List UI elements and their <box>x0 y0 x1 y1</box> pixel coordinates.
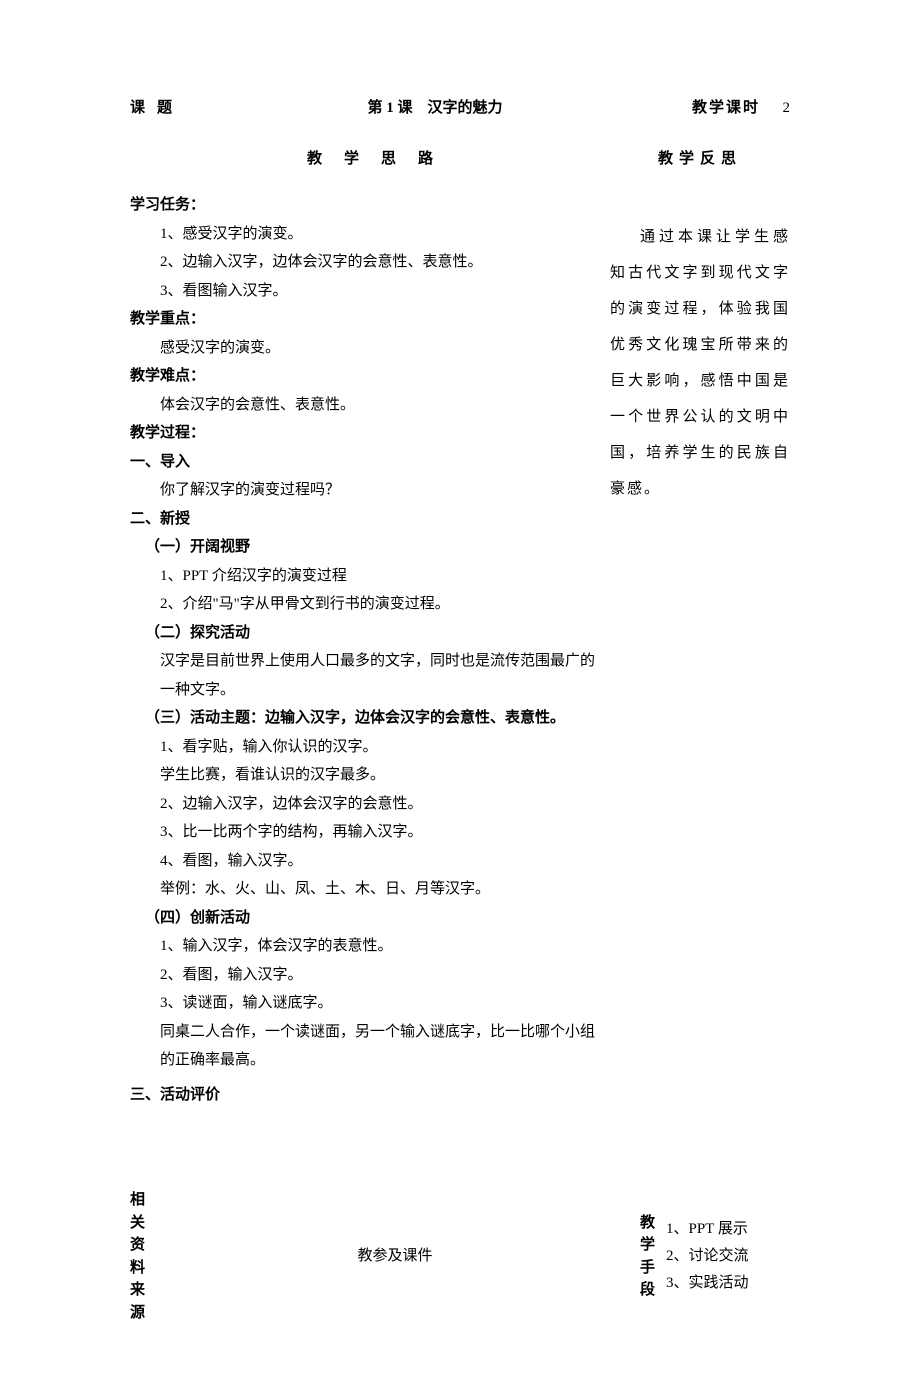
task-item: 1、感受汉字的演变。 <box>130 220 600 249</box>
tasks-heading: 学习任务： <box>130 191 600 220</box>
section-1-title: 一、导入 <box>130 448 600 477</box>
sub1-title: （一）开阔视野 <box>130 533 600 562</box>
sub4-line: 同桌二人合作，一个读谜面，另一个输入谜底字，比一比哪个小组的正确率最高。 <box>130 1018 600 1075</box>
sub3-line: 4、看图，输入汉字。 <box>130 847 600 876</box>
thinking-heading: 教学思路 <box>130 145 610 174</box>
header-row: 课题 第 1 课 汉字的魅力 教学课时 2 <box>130 90 790 127</box>
section-headings: 教学思路 教学反思 <box>130 145 790 174</box>
focus-text: 感受汉字的演变。 <box>130 334 600 363</box>
sub1-item: 2、介绍"马"字从甲骨文到行书的演变过程。 <box>130 590 600 619</box>
topic-label: 课题 <box>130 90 220 127</box>
reflection-column: 通过本课让学生感知古代文字到现代文字的演变过程，体验我国优秀文化瑰宝所带来的巨大… <box>610 191 790 1109</box>
sub3-line: 举例：水、火、山、凤、土、木、日、月等汉字。 <box>130 875 600 904</box>
lesson-title: 第 1 课 汉字的魅力 <box>220 90 650 127</box>
method-item: 1、PPT 展示 <box>666 1216 790 1243</box>
difficulty-heading: 教学难点： <box>130 362 600 391</box>
process-heading: 教学过程： <box>130 419 600 448</box>
resource-value: 教参及课件 <box>150 1189 640 1324</box>
sub2-text: 汉字是目前世界上使用人口最多的文字，同时也是流传范围最广的一种文字。 <box>130 647 600 704</box>
resource-label: 相关资料来源 <box>130 1189 150 1324</box>
content-area: 学习任务： 1、感受汉字的演变。 2、边输入汉字，边体会汉字的会意性、表意性。 … <box>130 191 790 1109</box>
difficulty-text: 体会汉字的会意性、表意性。 <box>130 391 600 420</box>
intro-question: 你了解汉字的演变过程吗？ <box>130 476 600 505</box>
task-item: 3、看图输入汉字。 <box>130 277 600 306</box>
footer-area: 相关资料来源 教参及课件 教学手段 1、PPT 展示 2、讨论交流 3、实践活动 <box>130 1189 790 1324</box>
section-2-title: 二、新授 <box>130 505 600 534</box>
method-item: 2、讨论交流 <box>666 1243 790 1270</box>
sub4-title: （四）创新活动 <box>130 904 600 933</box>
sub4-line: 2、看图，输入汉字。 <box>130 961 600 990</box>
reflection-heading: 教学反思 <box>610 145 790 174</box>
sub3-line: 3、比一比两个字的结构，再输入汉字。 <box>130 818 600 847</box>
method-label: 教学手段 <box>640 1189 660 1324</box>
sub1-item: 1、PPT 介绍汉字的演变过程 <box>130 562 600 591</box>
sub3-line: 学生比赛，看谁认识的汉字最多。 <box>130 761 600 790</box>
sub3-line: 1、看字贴，输入你认识的汉字。 <box>130 733 600 762</box>
reflection-text: 通过本课让学生感知古代文字到现代文字的演变过程，体验我国优秀文化瑰宝所带来的巨大… <box>610 219 790 507</box>
methods-list: 1、PPT 展示 2、讨论交流 3、实践活动 <box>660 1189 790 1324</box>
sub3-title: （三）活动主题：边输入汉字，边体会汉字的会意性、表意性。 <box>130 704 600 733</box>
sub3-line: 2、边输入汉字，边体会汉字的会意性。 <box>130 790 600 819</box>
method-item: 3、实践活动 <box>666 1270 790 1297</box>
teaching-thinking-column: 学习任务： 1、感受汉字的演变。 2、边输入汉字，边体会汉字的会意性、表意性。 … <box>130 191 610 1109</box>
sub2-title: （二）探究活动 <box>130 619 600 648</box>
hours-value: 2 <box>760 90 790 127</box>
focus-heading: 教学重点： <box>130 305 600 334</box>
hours-label: 教学课时 <box>650 90 760 127</box>
sub4-line: 1、输入汉字，体会汉字的表意性。 <box>130 932 600 961</box>
section-3-title: 三、活动评价 <box>130 1081 600 1110</box>
task-item: 2、边输入汉字，边体会汉字的会意性、表意性。 <box>130 248 600 277</box>
sub4-line: 3、读谜面，输入谜底字。 <box>130 989 600 1018</box>
